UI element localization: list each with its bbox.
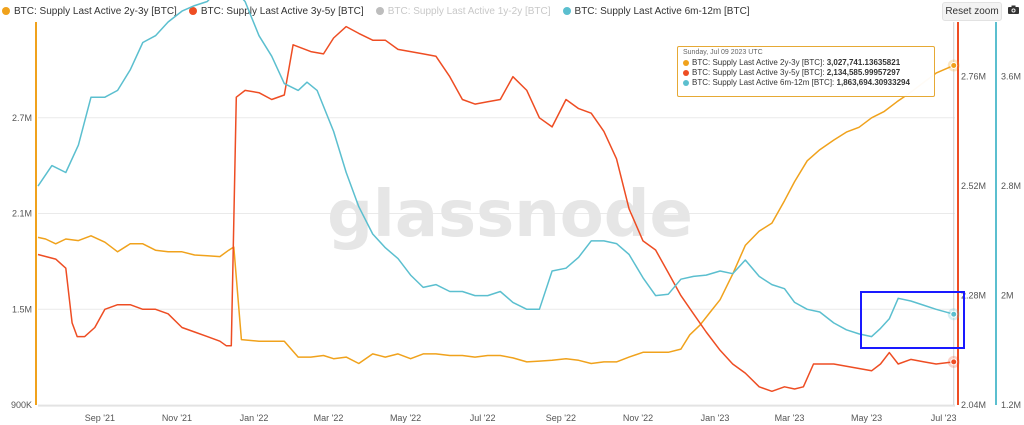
gridlines (38, 117, 955, 406)
left-tick-label: 900K (11, 400, 32, 410)
tooltip-dot (683, 80, 689, 86)
left-tick-label: 2.7M (12, 113, 32, 123)
right-outer-tick-label: 3.6M (1001, 72, 1021, 82)
legend-label: BTC: Supply Last Active 6m-12m [BTC] (574, 5, 750, 17)
tooltip-label: BTC: Supply Last Active 2y-3y [BTC]: (692, 58, 825, 67)
legend-label: BTC: Supply Last Active 2y-3y [BTC] (14, 5, 177, 17)
legend-label: BTC: Supply Last Active 3y-5y [BTC] (200, 5, 364, 17)
highlight-box (860, 291, 965, 349)
right-inner-tick-label: 2.76M (961, 72, 986, 82)
tooltip-dot (683, 70, 689, 76)
legend-dot (562, 7, 571, 15)
right-outer-tick-label: 2M (1001, 291, 1014, 301)
x-tick-label: Mar '22 (314, 413, 344, 423)
tooltip-dot (683, 60, 689, 66)
x-tick-label: Nov '22 (623, 413, 653, 423)
x-tick-label: May '23 (851, 413, 882, 423)
series-lines (37, 0, 955, 393)
x-tick-label: Jan '22 (240, 413, 269, 423)
legend-dot (2, 7, 10, 15)
right-outer-tick-label: 2.8M (1001, 181, 1021, 191)
x-tick-label: Jul '22 (470, 413, 496, 423)
right-inner-tick-label: 2.52M (961, 181, 986, 191)
right-outer-tick-label: 1.2M (1001, 400, 1021, 410)
legend-dot (188, 7, 197, 15)
tooltip-value: 3,027,741.13635821 (826, 58, 901, 67)
tooltip: Sunday, Jul 09 2023 UTC BTC: Supply Last… (677, 46, 935, 97)
tooltip-value: 2,134,585.99957297 (826, 68, 901, 77)
tooltip-value: 1,863,694.30933294 (836, 78, 910, 87)
right-inner-tick-label: 2.28M (961, 291, 986, 301)
series-line-0 (37, 64, 955, 365)
chart-legend: BTC: Supply Last Active 2y-3y [BTC] BTC:… (0, 0, 762, 22)
x-tick-label: Nov '21 (162, 413, 192, 423)
tooltip-date: Sunday, Jul 09 2023 UTC (683, 49, 763, 56)
x-tick-label: Mar '23 (775, 413, 805, 423)
tooltip-label: BTC: Supply Last Active 3y-5y [BTC]: (692, 68, 825, 77)
left-tick-label: 2.1M (12, 209, 32, 219)
x-tick-label: May '22 (390, 413, 421, 423)
hover-marker (950, 310, 958, 318)
legend-dot (375, 7, 384, 15)
hover-marker (950, 61, 958, 69)
x-tick-label: Jul '23 (931, 413, 957, 423)
x-tick-label: Jan '23 (701, 413, 730, 423)
camera-icon[interactable] (1008, 5, 1019, 14)
tooltip-row: BTC: Supply Last Active 6m-12m [BTC]: 1,… (683, 78, 929, 88)
tick-labels: 900K 1.5M 2.1M 2.7M 2.04M 2.28M 2.52M 2.76M 1.2M… (11, 72, 1021, 423)
axes (35, 22, 997, 407)
legend-label: BTC: Supply Last Active 1y-2y [BTC] (387, 5, 551, 17)
reset-zoom-button[interactable]: Reset zoom (942, 2, 1002, 21)
tooltip-label: BTC: Supply Last Active 6m-12m [BTC]: (692, 78, 835, 87)
tooltip-row: BTC: Supply Last Active 2y-3y [BTC]: 3,0… (683, 58, 929, 68)
legend-item-6m-12m[interactable]: BTC: Supply Last Active 6m-12m [BTC] (562, 5, 750, 17)
series-line-1 (37, 25, 954, 393)
tooltip-row: BTC: Supply Last Active 3y-5y [BTC]: 2,1… (683, 68, 929, 78)
legend-item-1y-2y[interactable]: BTC: Supply Last Active 1y-2y [BTC] (375, 5, 551, 17)
right-inner-tick-label: 2.04M (961, 400, 986, 410)
x-tick-label: Sep '22 (546, 413, 576, 423)
legend-item-2y-3y[interactable]: BTC: Supply Last Active 2y-3y [BTC] (2, 6, 177, 17)
hover-marker (950, 358, 958, 366)
hover-markers (947, 22, 960, 405)
watermark: glassnode (327, 178, 693, 252)
series-line-2 (37, 0, 954, 338)
x-tick-label: Sep '21 (85, 413, 115, 423)
left-tick-label: 1.5M (12, 304, 32, 314)
legend-item-3y-5y[interactable]: BTC: Supply Last Active 3y-5y [BTC] (188, 5, 364, 17)
